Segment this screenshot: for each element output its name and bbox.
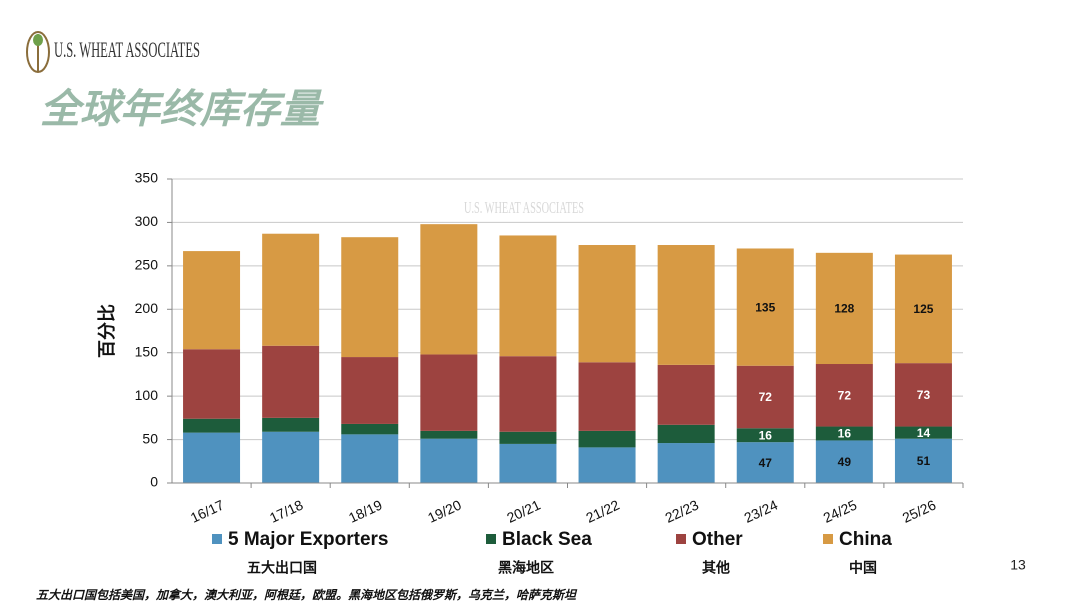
data-label: 14 <box>917 426 931 440</box>
data-label: 51 <box>917 454 931 468</box>
data-label: 72 <box>838 388 852 402</box>
data-label: 135 <box>755 300 775 314</box>
data-label: 73 <box>917 388 931 402</box>
bar-segment <box>499 431 557 444</box>
bar-segment <box>657 245 715 365</box>
page-number: 13 <box>1010 557 1026 573</box>
x-tick-label: 19/20 <box>425 496 464 525</box>
data-label: 125 <box>913 302 933 316</box>
legend-sublabel: 黑海地区 <box>498 560 554 576</box>
legend-swatch <box>486 534 496 544</box>
slide-title: 全球年终库存量 <box>40 88 324 132</box>
bar-segment <box>262 417 320 432</box>
bar-segment <box>815 426 873 441</box>
bar-segment <box>578 245 636 363</box>
y-tick-label: 50 <box>142 430 158 446</box>
bar-segment <box>341 423 399 435</box>
bar-segment <box>499 443 557 483</box>
bar-segment <box>420 354 478 431</box>
data-label: 72 <box>759 390 773 404</box>
logo-icon <box>33 34 43 46</box>
logo-text: U.S. WHEAT ASSOCIATES <box>54 37 200 62</box>
bar-segment <box>657 424 715 444</box>
bar-segment <box>894 426 952 439</box>
bar-segment <box>578 362 636 431</box>
bar-segment <box>736 248 794 366</box>
bar-segment <box>420 430 478 439</box>
bar-segment <box>183 432 241 483</box>
x-tick-label: 18/19 <box>346 496 385 525</box>
legend-swatch <box>212 534 222 544</box>
y-tick-label: 350 <box>135 170 159 186</box>
bar-segment <box>894 438 952 483</box>
legend-label: China <box>839 529 892 550</box>
bar-segment <box>815 252 873 365</box>
bar-segment <box>578 430 636 448</box>
footnote: 五大出口国包括美国，加拿大，澳大利亚，阿根廷，欧盟。黑海地区包括俄罗斯，乌克兰，… <box>36 588 578 602</box>
legend-swatch <box>823 534 833 544</box>
x-tick-label: 16/17 <box>188 496 227 525</box>
legend-label: Other <box>692 529 743 550</box>
bar-segment <box>578 447 636 483</box>
bar-segment <box>420 438 478 483</box>
bar-segment <box>341 357 399 424</box>
data-label: 128 <box>834 302 854 316</box>
x-tick-label: 17/18 <box>267 496 306 525</box>
bar-segment <box>183 251 241 350</box>
x-tick-label: 20/21 <box>504 496 543 525</box>
legend-sublabel: 五大出口国 <box>247 560 317 576</box>
bar-segment <box>736 365 794 429</box>
y-tick-label: 200 <box>135 300 159 316</box>
y-tick-label: 150 <box>135 343 159 359</box>
bar-segment <box>183 418 241 433</box>
bar-segment <box>341 434 399 483</box>
bar-segment <box>815 440 873 483</box>
y-tick-label: 250 <box>135 257 159 273</box>
bar-segment <box>657 364 715 425</box>
legend-sublabel: 中国 <box>849 560 877 576</box>
bar-segment <box>499 235 557 357</box>
legend-label: 5 Major Exporters <box>228 529 389 550</box>
data-label: 16 <box>838 427 852 441</box>
data-label: 16 <box>759 428 773 442</box>
data-label: 47 <box>759 456 773 470</box>
bar-segment <box>736 428 794 443</box>
x-tick-label: 23/24 <box>742 496 781 525</box>
logo: U.S. WHEAT ASSOCIATES <box>26 31 200 73</box>
legend-label: Black Sea <box>502 529 592 550</box>
bar-segment <box>262 345 320 418</box>
legend-sublabel: 其他 <box>702 560 730 576</box>
legend-swatch <box>676 534 686 544</box>
y-axis-label: 百分比 <box>97 304 117 358</box>
bar-segment <box>499 356 557 432</box>
bar-segment <box>657 443 715 483</box>
y-tick-label: 0 <box>150 474 158 490</box>
x-tick-label: 21/22 <box>583 496 622 525</box>
bar-segment <box>262 233 320 346</box>
bar-segment <box>894 254 952 364</box>
y-tick-label: 100 <box>135 387 159 403</box>
bar-segment <box>262 431 320 483</box>
bar-segment <box>815 364 873 427</box>
x-tick-label: 22/23 <box>662 496 701 525</box>
data-label: 49 <box>838 455 852 469</box>
x-tick-label: 24/25 <box>821 496 860 525</box>
watermark: U.S. WHEAT ASSOCIATES <box>464 198 584 217</box>
bar-segment <box>183 349 241 419</box>
bar-segment <box>420 224 478 355</box>
y-tick-label: 300 <box>135 213 159 229</box>
bar-segment <box>894 363 952 427</box>
bar-segment <box>341 237 399 358</box>
x-tick-label: 25/26 <box>900 496 939 525</box>
bar-segment <box>736 442 794 483</box>
